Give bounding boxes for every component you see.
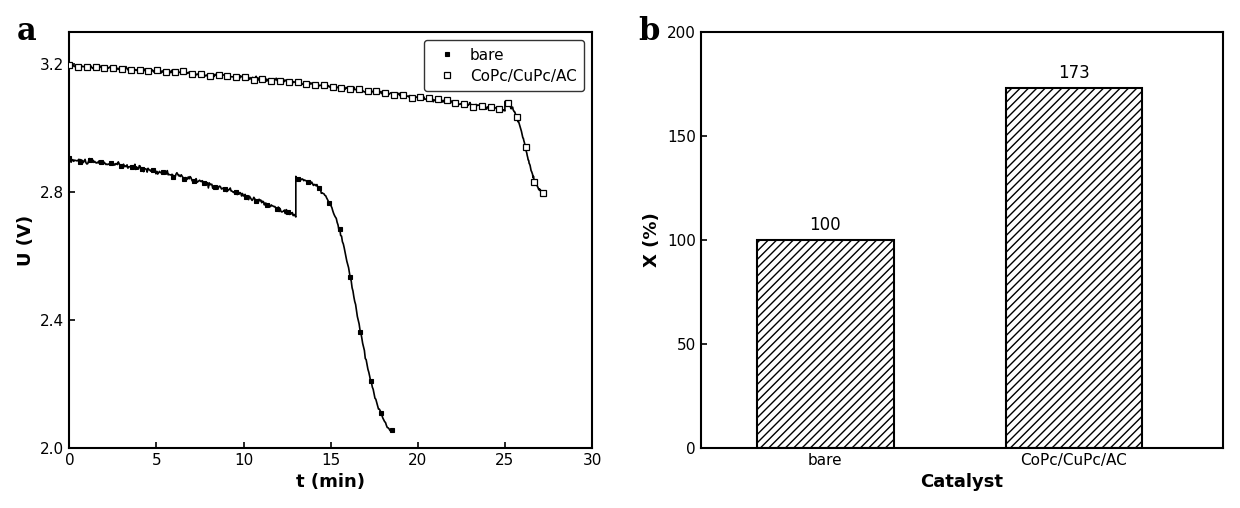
X-axis label: Catalyst: Catalyst (920, 473, 1003, 491)
bare (322, 200, 337, 206)
Text: b: b (637, 16, 660, 47)
Line: bare: bare (67, 156, 394, 433)
bare (187, 178, 202, 184)
Bar (1006, 88, 1142, 448)
bare (83, 157, 98, 163)
bare (332, 226, 347, 232)
bare (249, 198, 264, 204)
bare (259, 202, 274, 208)
bare (238, 195, 253, 201)
Text: 100: 100 (810, 216, 841, 234)
bare (311, 185, 326, 191)
X-axis label: t (min): t (min) (296, 473, 365, 491)
bare (270, 206, 285, 212)
CoPc/CuPc/AC (484, 104, 498, 110)
bare (93, 159, 108, 165)
CoPc/CuPc/AC (62, 62, 77, 68)
bare (373, 410, 388, 417)
bare (290, 176, 305, 182)
bare (166, 174, 181, 180)
Legend: bare, CoPc/CuPc/AC: bare, CoPc/CuPc/AC (424, 40, 584, 91)
Text: a: a (17, 16, 37, 47)
CoPc/CuPc/AC (114, 66, 129, 72)
bare (176, 176, 191, 182)
bare (135, 166, 150, 172)
bare (124, 164, 139, 170)
Y-axis label: U (V): U (V) (16, 214, 35, 266)
CoPc/CuPc/AC (150, 67, 165, 73)
bare (114, 163, 129, 169)
bare (301, 179, 316, 185)
bare (103, 161, 118, 167)
Y-axis label: X (%): X (%) (644, 213, 661, 268)
CoPc/CuPc/AC (527, 178, 542, 184)
CoPc/CuPc/AC (536, 190, 551, 197)
bare (72, 158, 87, 165)
bare (228, 189, 243, 196)
Bar (756, 240, 894, 448)
bare (145, 167, 160, 173)
bare (363, 378, 378, 385)
CoPc/CuPc/AC (176, 69, 191, 75)
bare (207, 184, 222, 190)
Text: 173: 173 (1058, 64, 1090, 82)
bare (342, 273, 357, 279)
bare (155, 169, 170, 175)
bare (218, 185, 233, 192)
bare (197, 180, 212, 186)
bare (62, 155, 77, 162)
bare (384, 427, 399, 433)
CoPc/CuPc/AC (237, 74, 252, 80)
bare (353, 329, 368, 335)
Line: CoPc/CuPc/AC: CoPc/CuPc/AC (66, 62, 547, 197)
bare (280, 209, 295, 215)
